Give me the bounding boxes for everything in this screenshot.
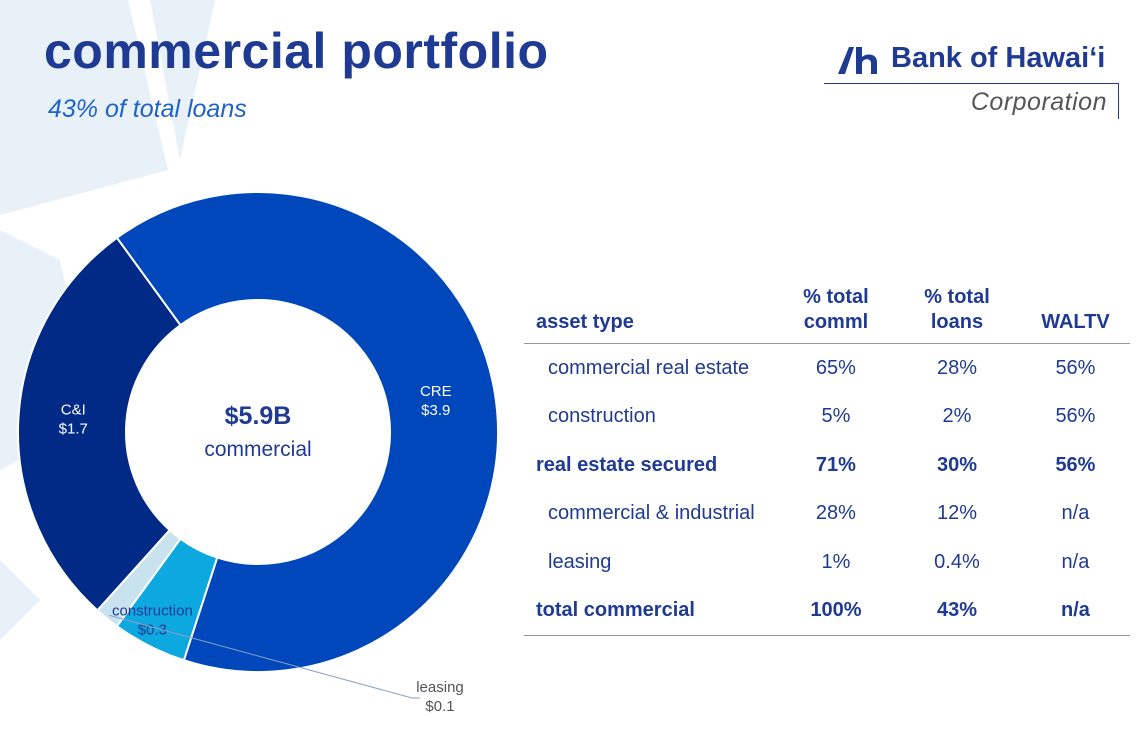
cell-asset: real estate secured: [536, 453, 718, 476]
cell-waltv: 56%: [1055, 356, 1096, 379]
logo-bank-name: Bank of Hawaiʻi: [891, 42, 1106, 74]
slice-cre: [115, 191, 499, 673]
cell-waltv: n/a: [1061, 502, 1090, 525]
cell-pct-loans: 0.4%: [934, 550, 980, 573]
table-row: commercial & industrial 28% 12% n/a: [524, 490, 1130, 539]
table-row-subtotal: real estate secured 71% 30% 56%: [524, 441, 1130, 490]
leasing-callout-line: [109, 614, 420, 699]
header-asset-type: asset type: [524, 285, 779, 344]
donut-center-value: $5.9B: [225, 402, 292, 430]
cell-pct-comml: 1%: [821, 550, 851, 573]
label-c-i-value: $1.7: [59, 420, 88, 437]
commercial-portfolio-table: asset type % total comml % total loans WAL…: [524, 285, 1130, 636]
cell-pct-loans: 43%: [893, 586, 1021, 636]
cell-asset: construction: [548, 405, 656, 428]
commercial-donut-chart: CRE $3.9 construction $0.3 leasing $0.1 C&I $1.…: [17, 191, 499, 715]
cell-pct-comml: 65%: [815, 356, 856, 379]
cell-pct-comml: 5%: [821, 405, 851, 428]
cell-pct-comml: 28%: [815, 502, 856, 525]
cell-pct-loans: 2%: [942, 405, 972, 428]
label-construction-name: construction: [112, 603, 193, 620]
donut-center-label: commercial: [204, 438, 311, 461]
slice-c-i: [17, 236, 182, 612]
label-c-i-name: C&I: [61, 401, 86, 418]
cell-pct-comml: 100%: [778, 586, 894, 636]
bank-of-hawaii-h-mark-icon: [838, 47, 877, 74]
logo-corporation: Corporation: [970, 88, 1107, 116]
logo-divider-vertical: [1118, 83, 1119, 119]
page-title: commercial portfolio: [44, 23, 549, 79]
cell-waltv: 56%: [1055, 453, 1096, 476]
cell-waltv: n/a: [1061, 550, 1090, 573]
table-row: leasing 1% 0.4% n/a: [524, 538, 1130, 587]
cell-waltv: 56%: [1055, 405, 1096, 428]
cell-asset: leasing: [548, 550, 612, 573]
cell-waltv: n/a: [1020, 586, 1130, 636]
table-row-total: total commercial 100% 43% n/a: [524, 586, 1130, 636]
header-pct-comml: % total comml: [778, 285, 894, 344]
table-row: commercial real estate 65% 28% 56%: [524, 344, 1130, 393]
header-pct-loans: % total loans: [893, 285, 1021, 344]
table-row: construction 5% 2% 56%: [524, 393, 1130, 442]
page-subtitle: 43% of total loans: [48, 95, 247, 123]
cell-pct-loans: 12%: [936, 502, 977, 525]
cell-asset: commercial real estate: [548, 356, 750, 379]
label-leasing-value: $0.1: [425, 698, 454, 715]
label-leasing-name: leasing: [416, 679, 464, 696]
cell-pct-comml: 71%: [815, 453, 856, 476]
cell-asset: total commercial: [524, 586, 779, 636]
label-construction-value: $0.3: [138, 622, 167, 639]
cell-asset: commercial & industrial: [548, 502, 755, 525]
bank-logo: Bank of Hawaiʻi Corporation: [820, 38, 1125, 123]
header-waltv: WALTV: [1020, 285, 1130, 344]
label-cre-name: CRE: [420, 383, 452, 400]
table-header-row: asset type % total comml % total loans WAL…: [524, 285, 1130, 344]
label-cre-value: $3.9: [421, 402, 450, 419]
cell-pct-loans: 28%: [936, 356, 977, 379]
cell-pct-loans: 30%: [936, 453, 977, 476]
logo-divider: [824, 83, 1119, 84]
